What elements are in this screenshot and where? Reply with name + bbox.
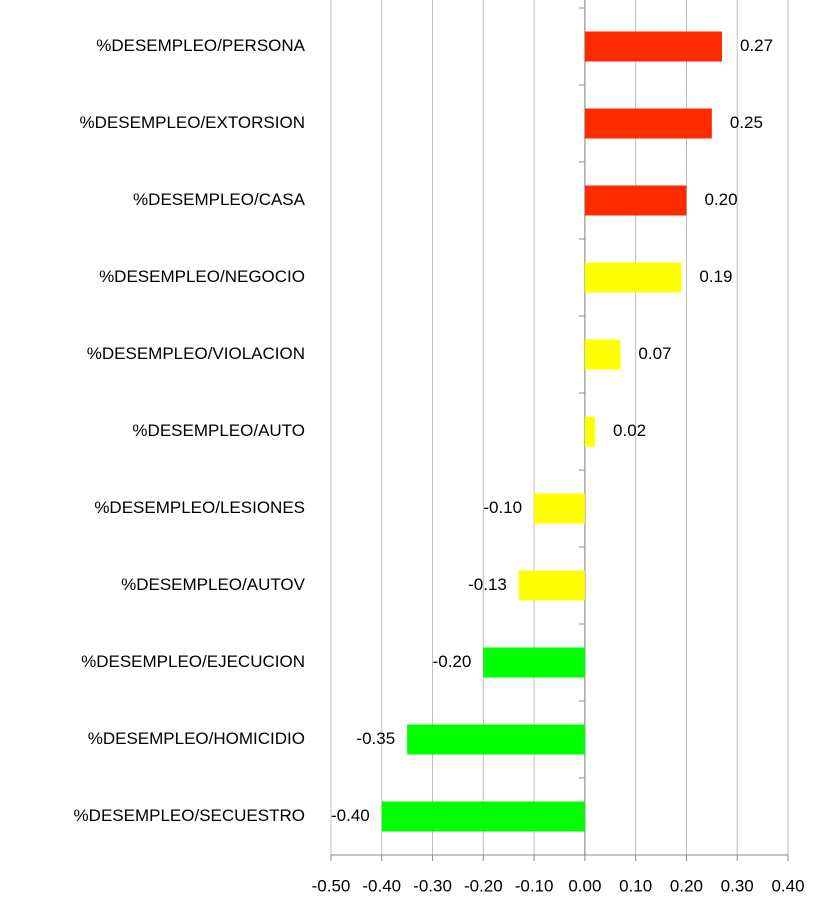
y-tick-label: %DESEMPLEO/PERSONA [96,36,305,55]
bar [407,724,585,755]
x-tick-label: -0.10 [515,876,554,895]
y-tick-label: %DESEMPLEO/VIOLACION [87,344,305,363]
value-label: -0.35 [356,729,395,748]
bar [381,801,585,832]
value-label: 0.02 [613,421,646,440]
x-tick-label: -0.40 [362,876,401,895]
x-tick-label: -0.30 [413,876,452,895]
x-tick-label: -0.50 [312,876,351,895]
value-label: -0.40 [331,806,370,825]
value-label: 0.25 [730,113,763,132]
value-label: 0.27 [740,36,773,55]
value-label: 0.20 [704,190,737,209]
y-tick-label: %DESEMPLEO/NEGOCIO [99,267,305,286]
x-tick-label: 0.40 [771,876,804,895]
bar [584,108,712,139]
y-tick-label: %DESEMPLEO/EXTORSION [80,113,305,132]
value-label: -0.13 [468,575,507,594]
x-tick-label: 0.00 [568,876,601,895]
x-tick-label: 0.30 [721,876,754,895]
bar [584,262,682,293]
value-label: -0.20 [433,652,472,671]
bar [534,493,585,524]
x-tick-label: -0.20 [464,876,503,895]
bar [518,570,585,601]
bar [584,185,687,216]
y-tick-label: %DESEMPLEO/EJECUCION [81,652,305,671]
bar [584,339,621,370]
y-tick-label: %DESEMPLEO/AUTOV [121,575,306,594]
y-tick-label: %DESEMPLEO/SECUESTRO [74,806,305,825]
value-label: 0.07 [638,344,671,363]
x-tick-label: 0.10 [619,876,652,895]
value-label: 0.19 [699,267,732,286]
y-tick-label: %DESEMPLEO/CASA [133,190,306,209]
bar [584,416,596,447]
y-tick-label: %DESEMPLEO/HOMICIDIO [88,729,305,748]
y-tick-label: %DESEMPLEO/AUTO [132,421,305,440]
y-tick-label: %DESEMPLEO/LESIONES [94,498,305,517]
value-label: -0.10 [483,498,522,517]
x-tick-label: 0.20 [670,876,703,895]
bar [584,31,722,62]
bar [483,647,585,678]
